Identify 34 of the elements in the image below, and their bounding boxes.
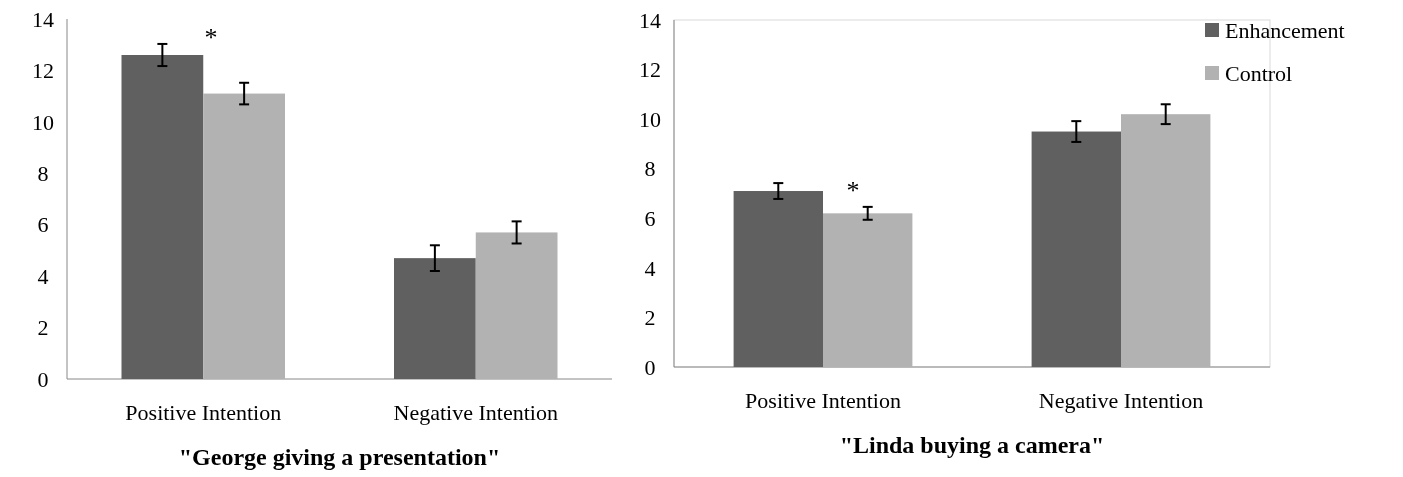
x-tick-label: Negative Intention: [393, 400, 558, 425]
y-tick-label: 8: [37, 160, 49, 186]
y-tick-label: 6: [37, 212, 49, 238]
annotation: *: [204, 22, 218, 52]
y-tick-label: 14: [639, 7, 661, 33]
y-tick-label: 4: [37, 263, 49, 289]
text: "Linda buying a camera": [839, 432, 1105, 458]
bar: [1121, 114, 1211, 367]
annotation: *: [846, 175, 860, 205]
bar: [823, 213, 913, 367]
x-tick-label: Negative Intention: [1038, 388, 1204, 413]
legend-label: Enhancement: [1225, 17, 1345, 43]
legend-label: Control: [1225, 60, 1293, 86]
x-tick-label: Positive Intention: [125, 400, 282, 425]
text: "George giving a presentation": [178, 444, 501, 470]
y-tick-label: 6: [644, 205, 656, 231]
bar: [203, 93, 285, 379]
y-tick-label: 2: [37, 315, 49, 341]
bar: [121, 55, 204, 379]
bar: [1031, 131, 1121, 367]
y-tick-label: 0: [37, 366, 49, 392]
y-tick-label: 0: [644, 354, 656, 380]
y-tick-label: 12: [32, 58, 54, 84]
bar: [733, 191, 823, 367]
bar: [475, 232, 558, 379]
y-tick-label: 2: [644, 305, 656, 331]
y-tick-label: 14: [32, 6, 54, 32]
y-tick-label: 10: [639, 106, 661, 132]
y-tick-label: 8: [644, 156, 656, 182]
x-tick-label: Positive Intention: [745, 388, 901, 413]
y-tick-label: 12: [639, 57, 661, 83]
bar: [394, 258, 476, 379]
y-tick-label: 4: [644, 255, 656, 281]
y-tick-label: 10: [32, 109, 54, 135]
